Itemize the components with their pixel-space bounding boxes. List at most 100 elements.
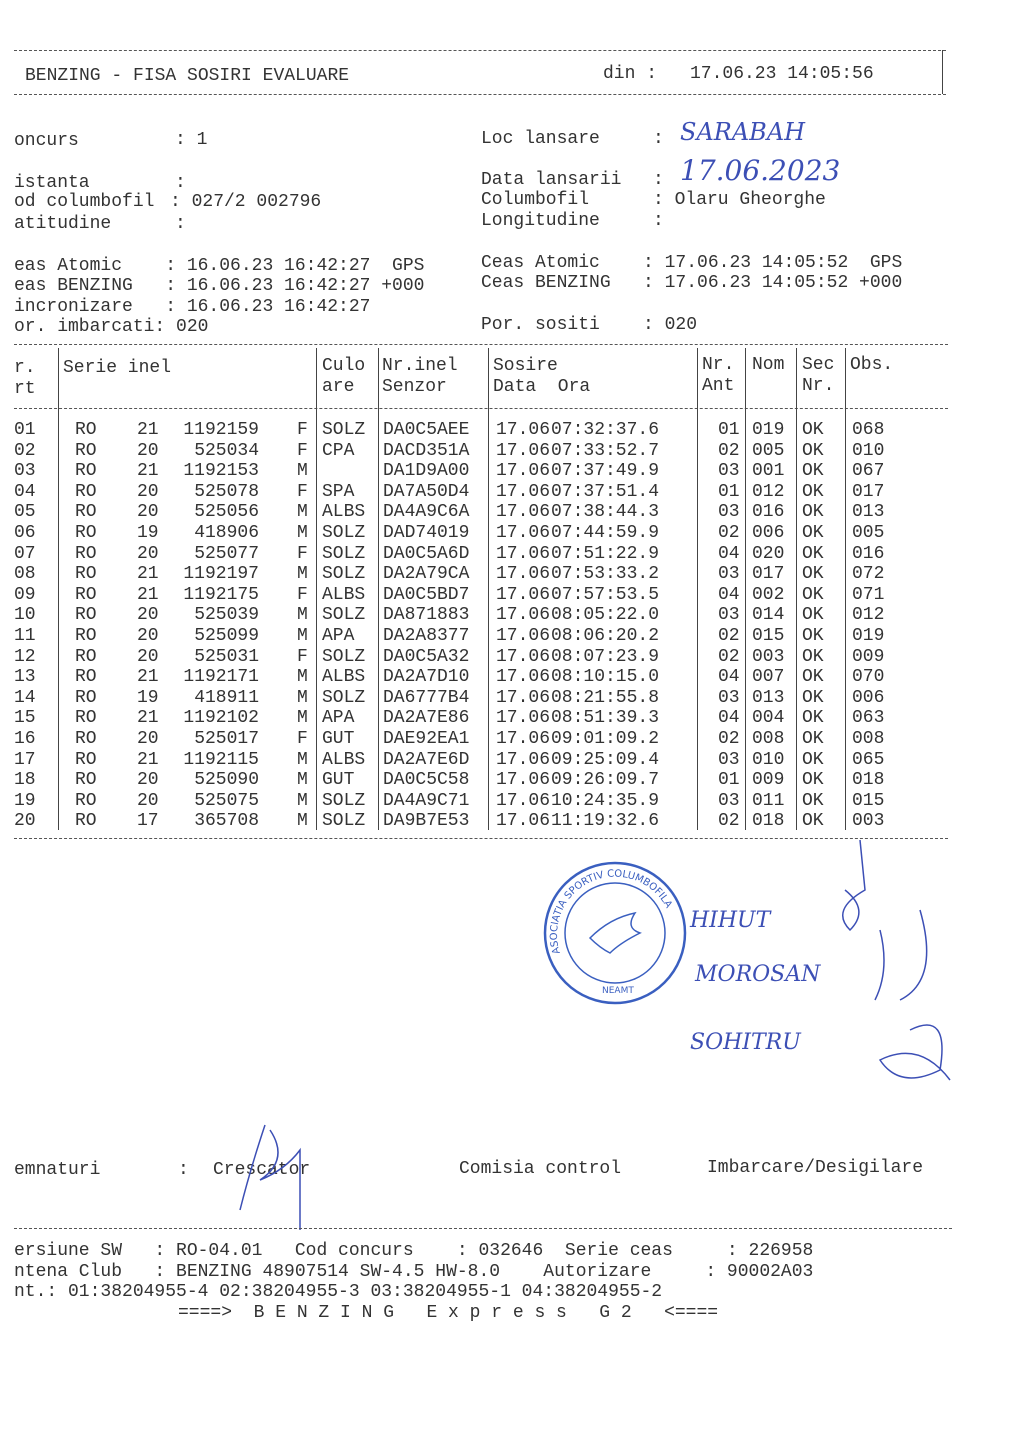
cell-obs: 013 — [852, 502, 885, 523]
cell-ring-number: 525077 — [194, 543, 259, 564]
cell-obs: 003 — [852, 811, 885, 832]
header-sosire: Sosire — [493, 356, 558, 376]
imbarcati: or. imbarcati: 020 — [14, 317, 209, 337]
cell-color: APA — [322, 708, 355, 729]
cod-label: od columbofil — [14, 192, 155, 212]
cell-obs: 006 — [852, 687, 885, 708]
cell-sec: OK — [802, 729, 824, 749]
cell-arrival-date: 17.06 — [496, 481, 551, 502]
cell-ring-number: 1192153 — [183, 461, 259, 482]
divider — [14, 94, 946, 95]
cell-ring-number: 525075 — [194, 790, 259, 811]
cell-antenna: 03 — [718, 749, 740, 770]
cell-sensor-id: DA2A7E6D — [383, 749, 470, 770]
header-senzor: Nr.inel — [382, 356, 458, 376]
cell-sensor-id: DA4A9C71 — [383, 790, 470, 811]
cell-country: RO — [75, 420, 97, 440]
imbarcare-label: Imbarcare/Desigilare — [707, 1158, 924, 1178]
cell-sensor-id: DA0C5AEE — [383, 420, 470, 440]
cell-year: 20 — [137, 646, 159, 667]
cell-country: RO — [75, 770, 97, 791]
cell-sec: OK — [802, 481, 824, 502]
cell-sensor-id: DA2A79CA — [383, 564, 470, 585]
cell-nom: 006 — [752, 523, 785, 543]
committee-signature-2: MOROSAN — [695, 962, 821, 987]
cell-sex: F — [297, 584, 308, 605]
cell-arrival-time: 07:37:49.9 — [551, 461, 660, 482]
cell-arrival-date: 17.06 — [496, 584, 551, 605]
column-divider — [745, 348, 746, 830]
cell-arrival-date: 17.06 — [496, 523, 551, 543]
loc-value-handwritten: SARABAH — [680, 118, 806, 146]
table-top-rule — [14, 344, 948, 345]
cell-sec: OK — [802, 523, 824, 543]
cell-color: APA — [322, 626, 355, 646]
cell-nom: 014 — [752, 605, 785, 626]
cell-sec: OK — [802, 543, 824, 564]
cell-country: RO — [75, 461, 97, 482]
cell-arrival-date: 17.06 — [496, 708, 551, 729]
cell-antenna: 03 — [718, 502, 740, 523]
cell-arrival-date: 17.06 — [496, 646, 551, 667]
cell-obs: 070 — [852, 667, 885, 688]
header-nr: r. — [14, 358, 36, 378]
cell-arrival-time: 09:26:09.7 — [551, 770, 660, 791]
cell-sensor-id: DA7A50D4 — [383, 481, 470, 502]
cell-rank: 20 — [14, 811, 36, 832]
cell-nom: 019 — [752, 420, 785, 440]
cell-obs: 017 — [852, 481, 885, 502]
cell-obs: 015 — [852, 790, 885, 811]
cell-arrival-time: 11:19:32.6 — [551, 811, 660, 832]
cell-sec: OK — [802, 605, 824, 626]
cell-arrival-time: 08:10:15.0 — [551, 667, 660, 688]
cell-rank: 09 — [14, 584, 36, 605]
cell-color: SOLZ — [322, 605, 366, 626]
cell-country: RO — [75, 440, 97, 461]
cell-sex: M — [297, 687, 308, 708]
ceas-benzing-end: Ceas BENZING : 17.06.23 14:05:52 +000 — [481, 273, 903, 293]
cell-country: RO — [75, 626, 97, 646]
cell-color: SOLZ — [322, 543, 366, 564]
cell-nom: 013 — [752, 687, 785, 708]
column-divider — [58, 348, 59, 430]
column-divider — [845, 348, 846, 830]
cell-sex: F — [297, 543, 308, 564]
cell-rank: 17 — [14, 749, 36, 770]
cell-ring-number: 525034 — [194, 440, 259, 461]
ceas-atomic-start: eas Atomic : 16.06.23 16:42:27 GPS — [14, 256, 425, 276]
cell-obs: 067 — [852, 461, 885, 482]
cell-arrival-time: 10:24:35.9 — [551, 790, 660, 811]
cell-nom: 008 — [752, 729, 785, 749]
cell-obs: 072 — [852, 564, 885, 585]
cell-obs: 071 — [852, 584, 885, 605]
cell-country: RO — [75, 584, 97, 605]
cell-ring-number: 525017 — [194, 729, 259, 749]
column-divider — [58, 412, 59, 830]
cell-nom: 004 — [752, 708, 785, 729]
cell-antenna: 02 — [718, 523, 740, 543]
cell-sex: M — [297, 749, 308, 770]
cell-arrival-date: 17.06 — [496, 440, 551, 461]
cell-sec: OK — [802, 461, 824, 482]
cell-nom: 015 — [752, 626, 785, 646]
cell-arrival-date: 17.06 — [496, 667, 551, 688]
cell-nom: 007 — [752, 667, 785, 688]
cell-rank: 10 — [14, 605, 36, 626]
cell-arrival-date: 17.06 — [496, 564, 551, 585]
cell-ring-number: 1192175 — [183, 584, 259, 605]
cell-rank: 18 — [14, 770, 36, 791]
cell-antenna: 02 — [718, 811, 740, 832]
cell-sensor-id: DACD351A — [383, 440, 470, 461]
cell-sex: M — [297, 667, 308, 688]
cell-rank: 01 — [14, 420, 36, 440]
cell-arrival-date: 17.06 — [496, 502, 551, 523]
cell-year: 21 — [137, 584, 159, 605]
cell-nom: 002 — [752, 584, 785, 605]
header-sec-2: Nr. — [802, 376, 835, 396]
cell-obs: 063 — [852, 708, 885, 729]
column-divider — [488, 348, 489, 830]
cell-antenna: 04 — [718, 543, 740, 564]
cell-arrival-time: 07:38:44.3 — [551, 502, 660, 523]
cell-antenna: 02 — [718, 626, 740, 646]
cell-nom: 018 — [752, 811, 785, 832]
